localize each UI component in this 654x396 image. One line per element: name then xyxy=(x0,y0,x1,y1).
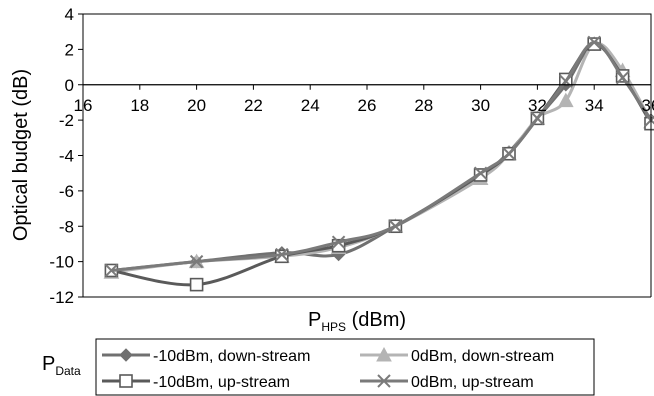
data-point xyxy=(587,35,601,50)
legend-label: -10dBm, down-stream xyxy=(153,348,310,365)
y-tick-label: 0 xyxy=(65,76,74,95)
legend-title-main: P xyxy=(42,353,55,375)
legend-item: 0dBm, down-stream xyxy=(360,346,554,365)
data-point xyxy=(189,277,204,292)
legend-swatch-marker xyxy=(376,346,392,362)
data-point xyxy=(615,70,630,85)
x-tick-label: 28 xyxy=(414,96,433,115)
data-point xyxy=(189,254,204,269)
data-point xyxy=(104,263,119,278)
y-tick-label: -6 xyxy=(59,182,74,201)
x-axis-title: PHPS (dBm) xyxy=(308,309,406,334)
legend-label: 0dBm, down-stream xyxy=(411,348,554,365)
data-point xyxy=(557,92,574,108)
x-tick-label: 16 xyxy=(74,96,93,115)
x-tick-label: 22 xyxy=(244,96,263,115)
series-3 xyxy=(104,35,654,278)
x-tick-label: 18 xyxy=(130,96,149,115)
plot-frame xyxy=(82,13,652,297)
legend-item: 0dBm, up-stream xyxy=(360,374,534,391)
data-point xyxy=(502,147,516,161)
data-point xyxy=(275,247,289,262)
legend-box xyxy=(95,338,595,396)
x-tick-label: 30 xyxy=(471,96,490,115)
legend-label: -10dBm, up-stream xyxy=(153,374,290,391)
legend-item: -10dBm, up-stream xyxy=(102,374,290,391)
legend-label: 0dBm, up-stream xyxy=(411,374,534,391)
data-point xyxy=(473,166,488,180)
y-tick-label: 2 xyxy=(65,40,74,59)
legend-swatch-marker xyxy=(119,348,133,362)
data-point xyxy=(331,235,346,249)
x-tick-label: 36 xyxy=(642,96,654,115)
x-tick-label: 20 xyxy=(187,96,206,115)
y-tick-label: -4 xyxy=(59,147,74,166)
legend-swatch-marker xyxy=(377,374,391,388)
legend-item: -10dBm, down-stream xyxy=(102,348,310,365)
y-tick-label: -12 xyxy=(49,288,74,307)
data-point xyxy=(530,111,545,126)
legend-title: PData xyxy=(42,353,81,378)
y-axis-title: Optical budget (dB) xyxy=(10,69,32,241)
data-point xyxy=(388,219,403,233)
y-tick-label: -2 xyxy=(59,111,74,130)
x-tick-label: 32 xyxy=(528,96,547,115)
x-axis-title-unit: (dBm) xyxy=(346,309,406,331)
x-tick-label: 26 xyxy=(358,96,377,115)
x-tick-label: 34 xyxy=(585,96,604,115)
axes: 420-2-4-6-8-10-121618202224262830323436 xyxy=(49,5,654,307)
x-axis-title-main: P xyxy=(308,309,321,331)
x-axis-title-sub: HPS xyxy=(321,320,346,334)
legend-title-sub: Data xyxy=(55,364,81,378)
legend: PData -10dBm, down-stream 0dBm, down-stre… xyxy=(42,338,595,396)
plot-area xyxy=(103,35,654,292)
y-tick-label: -10 xyxy=(49,253,74,272)
legend-swatch-marker xyxy=(119,374,133,388)
x-tick-label: 24 xyxy=(301,96,320,115)
y-tick-label: 4 xyxy=(65,5,74,24)
y-tick-label: -8 xyxy=(59,217,74,236)
legend-items: -10dBm, down-stream 0dBm, down-stream -10d… xyxy=(102,346,554,391)
